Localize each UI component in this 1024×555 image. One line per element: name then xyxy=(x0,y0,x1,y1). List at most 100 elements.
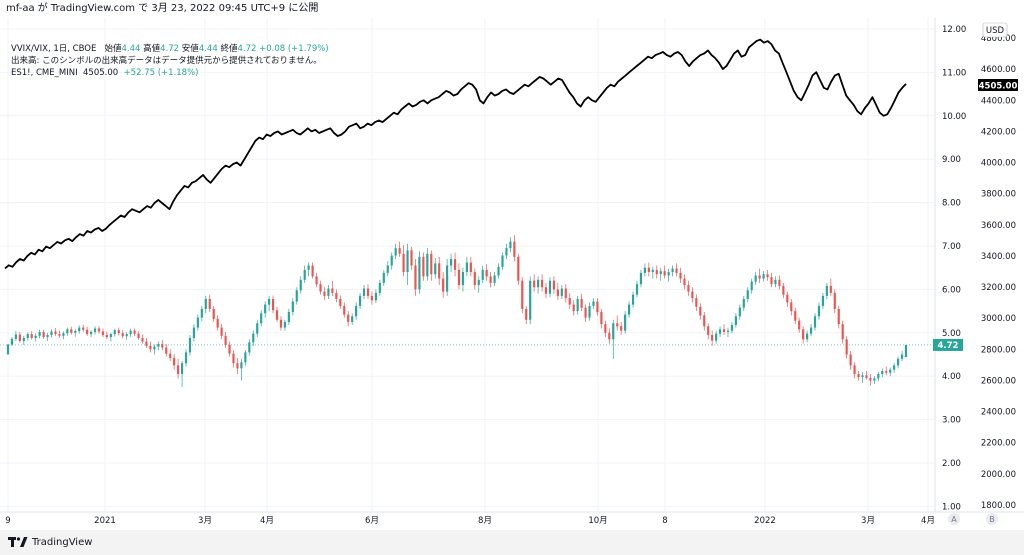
right-axis-panel xyxy=(935,18,1024,512)
time-tick-label: 4月 xyxy=(260,516,274,526)
legend-close-label: 終値 xyxy=(220,44,238,54)
scale-auto-label: A xyxy=(951,515,957,524)
candle-body xyxy=(821,295,825,306)
candle-body xyxy=(722,329,726,332)
candle-body xyxy=(707,326,710,335)
right-tick-label: 3.00 xyxy=(942,416,961,426)
candle-body xyxy=(873,378,876,381)
candle-body xyxy=(845,339,848,355)
candle-body xyxy=(442,278,445,292)
candle-body xyxy=(457,269,461,286)
tradingview-brand[interactable]: TradingView xyxy=(8,536,92,548)
candle-body xyxy=(667,272,670,276)
legend-high-value: 4.72 xyxy=(160,44,180,54)
candle-body xyxy=(509,241,512,249)
tradingview-logo-icon xyxy=(8,537,28,547)
candle-body xyxy=(580,298,583,308)
candle-body xyxy=(806,333,809,340)
candle-body xyxy=(22,338,25,342)
candle-body xyxy=(129,330,132,335)
ratio-price-badge xyxy=(933,338,963,351)
candle-body xyxy=(335,292,338,299)
candle-body xyxy=(264,304,267,314)
candle-body xyxy=(66,329,69,334)
candle-body xyxy=(268,298,271,305)
candle-body xyxy=(881,370,884,375)
candle-body xyxy=(204,298,207,309)
candle-body xyxy=(319,284,322,292)
candle-body xyxy=(825,285,828,296)
time-tick-label: 10月 xyxy=(588,516,607,526)
chart-svg: 12.00 11.00 10.00 9.00 8.00 7.00 6.00 5.00 4.00 3… xyxy=(0,18,1024,526)
candle-body xyxy=(849,354,852,366)
candle-body xyxy=(244,352,247,363)
candle-body xyxy=(568,298,571,305)
candle-body xyxy=(465,262,468,273)
candle-body xyxy=(216,318,219,328)
candle-body xyxy=(42,331,45,338)
legend-low-label: 安値 xyxy=(181,44,199,54)
candle-body xyxy=(133,330,136,334)
candle-body xyxy=(584,307,587,318)
candle-body xyxy=(655,269,658,275)
time-tick-label: 6月 xyxy=(365,516,379,526)
candle-body xyxy=(74,331,77,333)
candle-body xyxy=(837,308,840,325)
candle-body xyxy=(121,333,124,337)
time-tick-label: 2022 xyxy=(754,516,776,526)
candle-body xyxy=(62,333,65,336)
candle-body xyxy=(307,265,310,270)
candle-body xyxy=(228,344,231,354)
candle-body xyxy=(248,342,251,353)
candle-body xyxy=(730,324,734,331)
candle-body xyxy=(600,311,603,325)
time-tick-label: 2021 xyxy=(94,516,116,526)
candle-body xyxy=(200,308,203,318)
candle-body xyxy=(904,344,908,358)
ratio-price-badge-text: 4.72 xyxy=(938,341,959,351)
candle-body xyxy=(331,288,334,293)
candle-body xyxy=(612,323,615,340)
candle-body xyxy=(809,327,813,334)
candle-body xyxy=(252,333,255,343)
right-tick-label: 12.00 xyxy=(942,25,966,35)
candle-body xyxy=(180,363,184,375)
candle-body xyxy=(434,263,437,275)
right-tick-label: 11.00 xyxy=(942,68,966,78)
candle-body xyxy=(517,256,520,281)
chart-area[interactable]: 12.00 11.00 10.00 9.00 8.00 7.00 6.00 5.00 4.00 3… xyxy=(0,18,1024,530)
candle-body xyxy=(742,298,745,308)
candle-body xyxy=(446,265,449,292)
candle-body xyxy=(34,335,37,339)
candle-body xyxy=(533,280,536,288)
candle-body xyxy=(46,334,49,338)
secondary-tick-label: 2200.00 xyxy=(981,439,1016,449)
candle-body xyxy=(620,326,623,331)
candle-body xyxy=(390,255,393,266)
candle-body xyxy=(861,375,864,378)
publish-header: mf-aa が TradingView.com で 3月 23, 2022 09… xyxy=(0,0,1024,18)
candle-body xyxy=(572,304,575,312)
usd-label: USD xyxy=(986,26,1005,36)
candle-body xyxy=(283,321,287,328)
candle-body xyxy=(885,370,888,373)
legend-es-price: 4505.00 xyxy=(83,68,119,78)
candle-body xyxy=(766,274,769,278)
scale-log-button xyxy=(986,513,998,525)
candle-body xyxy=(750,281,753,291)
candle-body xyxy=(695,298,698,307)
tradingview-brand-name: TradingView xyxy=(32,536,93,548)
time-axis-ticks: 9 2021 3月 4月 6月 8月 10月 8 2022 3月 4月 xyxy=(5,516,935,526)
candle-body xyxy=(659,271,662,275)
legend-symbol: VVIX/VIX, 1日, CBOE xyxy=(11,44,97,54)
candle-body xyxy=(453,259,457,270)
candle-body xyxy=(703,315,706,327)
legend-change: +0.08 (+1.79%) xyxy=(259,44,329,54)
candle-body xyxy=(501,255,504,267)
candle-body xyxy=(639,272,643,285)
candle-body xyxy=(718,329,722,334)
candle-body xyxy=(513,241,516,257)
candle-body xyxy=(232,353,235,364)
legend-low-value: 4.44 xyxy=(198,44,218,54)
legend-open-label: 始値 xyxy=(104,44,122,54)
